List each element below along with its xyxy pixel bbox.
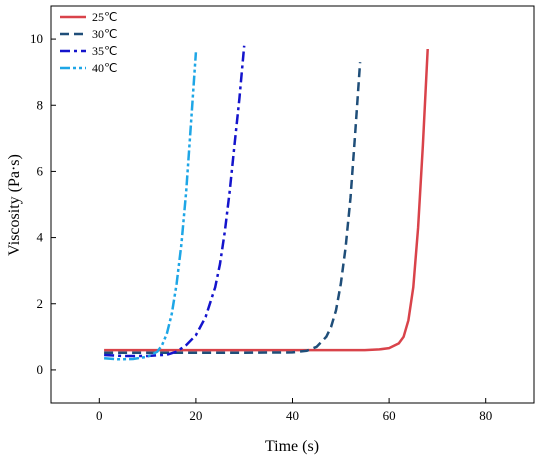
series-lines: [104, 45, 429, 361]
y-tick-label: 6: [37, 163, 44, 178]
y-axis-title: Viscosity (Pa·s): [6, 154, 23, 256]
x-tick-label: 20: [189, 408, 202, 423]
x-axis-title: Time (s): [265, 438, 319, 455]
y-tick-label: 0: [37, 362, 44, 377]
legend-label-2: 35℃: [92, 44, 117, 58]
legend-label-1: 30℃: [92, 27, 117, 41]
x-tick-label: 60: [383, 408, 396, 423]
series-line-1: [104, 62, 362, 354]
series-line-0: [104, 48, 429, 352]
y-tick-label: 2: [37, 296, 44, 311]
y-tick-label: 8: [37, 97, 44, 112]
y-tick-label: 10: [30, 31, 43, 46]
x-tick-label: 80: [479, 408, 492, 423]
x-tick-label: 40: [286, 408, 299, 423]
legend-label-0: 25℃: [92, 10, 117, 24]
series-line-3: [104, 52, 198, 361]
plot-frame: [50, 5, 535, 404]
x-tick-label: 0: [96, 408, 103, 423]
legend-label-3: 40℃: [92, 61, 117, 75]
axis-ticks: 0 20 40 60 80 0 2 4 6 8 10: [30, 31, 492, 423]
y-tick-label: 4: [37, 230, 44, 245]
series-line-2: [104, 45, 246, 358]
legend: 25℃ 30℃ 35℃ 40℃: [60, 10, 117, 75]
